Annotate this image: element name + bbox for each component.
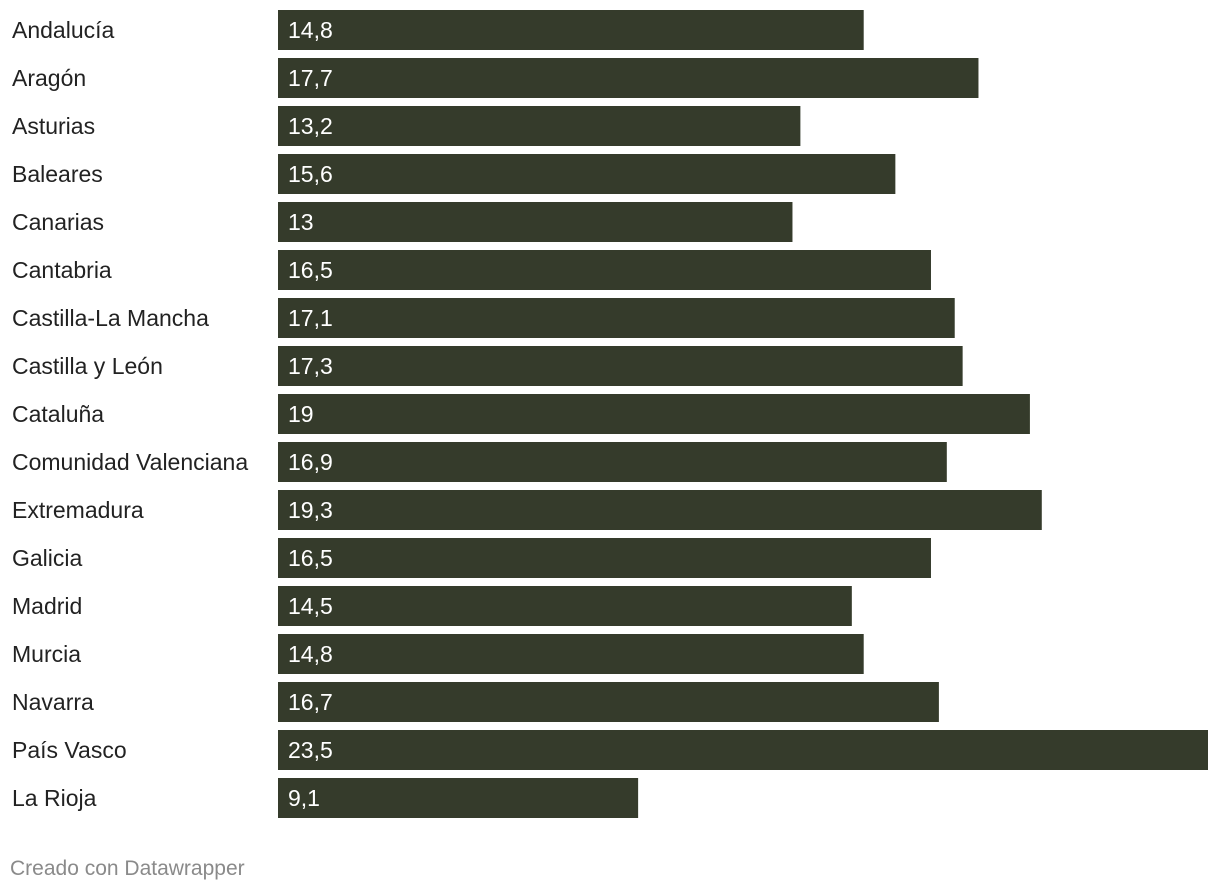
bar-row-comunidad-valenciana: Comunidad Valenciana 16,9: [12, 442, 947, 482]
bar-madrid: [278, 586, 852, 626]
bar-row-murcia: Murcia 14,8: [12, 634, 864, 674]
bar-row-baleares: Baleares 15,6: [12, 154, 896, 194]
value-label-extremadura: 19,3: [288, 497, 333, 523]
value-label-baleares: 15,6: [288, 161, 333, 187]
category-label-castilla-y-leon: Castilla y León: [12, 353, 163, 379]
bar-row-asturias: Asturias 13,2: [12, 106, 801, 146]
value-label-cantabria: 16,5: [288, 257, 333, 283]
category-label-canarias: Canarias: [12, 209, 104, 235]
value-label-navarra: 16,7: [288, 689, 333, 715]
bar-row-galicia: Galicia 16,5: [12, 538, 931, 578]
bar-asturias: [278, 106, 801, 146]
category-label-baleares: Baleares: [12, 161, 103, 187]
bar-row-extremadura: Extremadura 19,3: [12, 490, 1042, 530]
category-label-andalucia: Andalucía: [12, 17, 115, 43]
bar-baleares: [278, 154, 896, 194]
bar-row-cantabria: Cantabria 16,5: [12, 250, 931, 290]
bar-castilla-y-leon: [278, 346, 963, 386]
bar-row-madrid: Madrid 14,5: [12, 586, 852, 626]
bar-row-andalucia: Andalucía 14,8: [12, 10, 864, 50]
value-label-la-rioja: 9,1: [288, 785, 320, 811]
bar-aragon: [278, 58, 979, 98]
bar-row-navarra: Navarra 16,7: [12, 682, 939, 722]
bar-la-rioja: [278, 778, 639, 818]
bar-row-canarias: Canarias 13: [12, 202, 793, 242]
value-label-castilla-la-mancha: 17,1: [288, 305, 333, 331]
bar-row-pais-vasco: País Vasco 23,5: [12, 730, 1208, 770]
category-label-asturias: Asturias: [12, 113, 95, 139]
value-label-murcia: 14,8: [288, 641, 333, 667]
value-label-canarias: 13: [288, 209, 314, 235]
category-label-aragon: Aragón: [12, 65, 86, 91]
bar-andalucia: [278, 10, 864, 50]
bar-extremadura: [278, 490, 1042, 530]
category-label-madrid: Madrid: [12, 593, 82, 619]
category-label-pais-vasco: País Vasco: [12, 737, 127, 763]
value-label-aragon: 17,7: [288, 65, 333, 91]
bar-row-la-rioja: La Rioja 9,1: [12, 778, 639, 818]
category-label-cantabria: Cantabria: [12, 257, 112, 283]
footer-credit: Creado con Datawrapper: [10, 857, 245, 880]
value-label-andalucia: 14,8: [288, 17, 333, 43]
bar-row-castilla-la-mancha: Castilla-La Mancha 17,1: [12, 298, 955, 338]
bar-row-aragon: Aragón 17,7: [12, 58, 979, 98]
category-label-comunidad-valenciana: Comunidad Valenciana: [12, 449, 248, 475]
bar-canarias: [278, 202, 793, 242]
category-label-murcia: Murcia: [12, 641, 81, 667]
category-label-extremadura: Extremadura: [12, 497, 144, 523]
value-label-castilla-y-leon: 17,3: [288, 353, 333, 379]
category-label-navarra: Navarra: [12, 689, 94, 715]
bar-galicia: [278, 538, 931, 578]
bar-row-castilla-y-leon: Castilla y León 17,3: [12, 346, 963, 386]
bar-cantabria: [278, 250, 931, 290]
bar-comunidad-valenciana: [278, 442, 947, 482]
value-label-asturias: 13,2: [288, 113, 333, 139]
category-label-cataluna: Cataluña: [12, 401, 104, 427]
bar-castilla-la-mancha: [278, 298, 955, 338]
bar-murcia: [278, 634, 864, 674]
bar-cataluna: [278, 394, 1030, 434]
category-label-castilla-la-mancha: Castilla-La Mancha: [12, 305, 209, 331]
value-label-comunidad-valenciana: 16,9: [288, 449, 333, 475]
value-label-galicia: 16,5: [288, 545, 333, 571]
category-label-la-rioja: La Rioja: [12, 785, 97, 811]
bar-row-cataluna: Cataluña 19: [12, 394, 1030, 434]
category-label-galicia: Galicia: [12, 545, 83, 571]
bar-pais-vasco: [278, 730, 1208, 770]
value-label-madrid: 14,5: [288, 593, 333, 619]
value-label-pais-vasco: 23,5: [288, 737, 333, 763]
bar-navarra: [278, 682, 939, 722]
value-label-cataluna: 19: [288, 401, 314, 427]
